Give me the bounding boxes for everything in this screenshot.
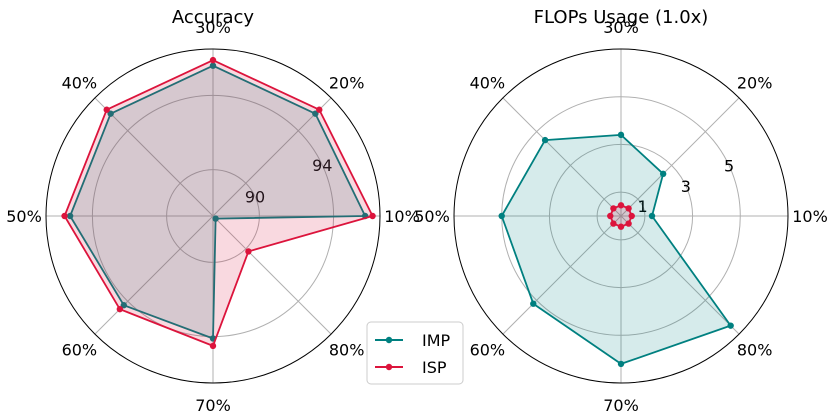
flops-radar: 1 3 5 10% 20% 30% 40% 50% 60% 70% 80% FLOPs Usage (… <box>414 7 828 415</box>
category-label-80%: 80% <box>329 341 365 360</box>
point-isp-80% <box>245 248 252 255</box>
legend-marker-imp <box>385 336 393 344</box>
spoke-40% <box>94 97 214 217</box>
radial-tick-label: 1 <box>638 197 648 216</box>
category-label-60%: 60% <box>62 341 98 360</box>
spoke-80% <box>620 215 740 335</box>
point-isp-40% <box>103 106 110 113</box>
spoke-60% <box>502 215 622 335</box>
category-label-10%: 10% <box>792 207 828 226</box>
point-imp-50% <box>498 212 505 220</box>
point-imp-30% <box>209 62 217 69</box>
point-imp-80% <box>212 215 219 222</box>
point-isp-10% <box>628 212 635 220</box>
outer-frame <box>453 48 789 384</box>
point-isp-50% <box>61 212 68 220</box>
radial-tick-label: 94 <box>312 156 332 175</box>
spoke-80% <box>212 215 332 335</box>
point-isp-60% <box>116 305 124 313</box>
category-label-70%: 70% <box>195 396 231 415</box>
point-isp-40% <box>610 205 617 212</box>
category-label-30%: 30% <box>195 18 231 37</box>
legend-marker-isp <box>385 363 393 371</box>
point-imp-70% <box>617 360 625 368</box>
point-imp-40% <box>541 136 549 144</box>
point-isp-20% <box>316 106 323 113</box>
point-imp-40% <box>107 110 114 117</box>
chart-title: Accuracy <box>172 7 255 28</box>
chart-title: FLOPs Usage (1.0x) <box>534 7 709 28</box>
category-label-70%: 70% <box>603 396 639 415</box>
point-isp-20% <box>625 205 632 212</box>
radial-tick-label: 3 <box>681 177 691 196</box>
point-isp-50% <box>607 212 614 220</box>
point-isp-60% <box>610 220 617 227</box>
point-isp-70% <box>617 223 625 230</box>
radial-tick-label: 5 <box>724 157 734 176</box>
spoke-20% <box>620 97 740 217</box>
category-label-50%: 50% <box>414 207 450 226</box>
legend-label-isp: ISP <box>422 358 447 377</box>
category-label-40%: 40% <box>62 73 98 92</box>
point-imp-30% <box>617 131 625 139</box>
spoke-40% <box>502 97 622 217</box>
point-imp-20% <box>312 110 319 117</box>
radial-tick-label: 90 <box>245 187 265 206</box>
category-label-20%: 20% <box>329 73 365 92</box>
point-imp-60% <box>530 300 537 307</box>
series-fill-imp <box>70 65 366 339</box>
category-label-30%: 30% <box>603 18 639 37</box>
point-isp-80% <box>625 220 632 227</box>
point-isp-70% <box>209 342 217 350</box>
point-isp-30% <box>209 56 217 64</box>
point-isp-10% <box>369 212 376 220</box>
outer-frame <box>45 48 381 384</box>
point-imp-20% <box>659 170 667 178</box>
legend: IMP ISP <box>366 321 464 385</box>
category-label-50%: 50% <box>6 207 42 226</box>
category-label-60%: 60% <box>470 341 506 360</box>
category-label-80%: 80% <box>737 341 773 360</box>
point-isp-30% <box>617 202 625 209</box>
spoke-20% <box>212 97 332 217</box>
point-imp-60% <box>120 302 127 309</box>
accuracy-radar: 90 94 10% 20% 30% 40% 50% 60% 70% 80% Accuracy <box>6 7 420 415</box>
category-label-40%: 40% <box>470 73 506 92</box>
series-fill-isp <box>64 60 373 346</box>
point-imp-80% <box>727 322 734 329</box>
category-label-10%: 10% <box>384 207 420 226</box>
point-imp-50% <box>66 212 74 220</box>
point-imp-10% <box>648 212 656 220</box>
spoke-60% <box>94 215 214 335</box>
legend-label-imp: IMP <box>422 331 451 350</box>
series-fill-imp <box>501 134 731 364</box>
category-label-20%: 20% <box>737 73 773 92</box>
